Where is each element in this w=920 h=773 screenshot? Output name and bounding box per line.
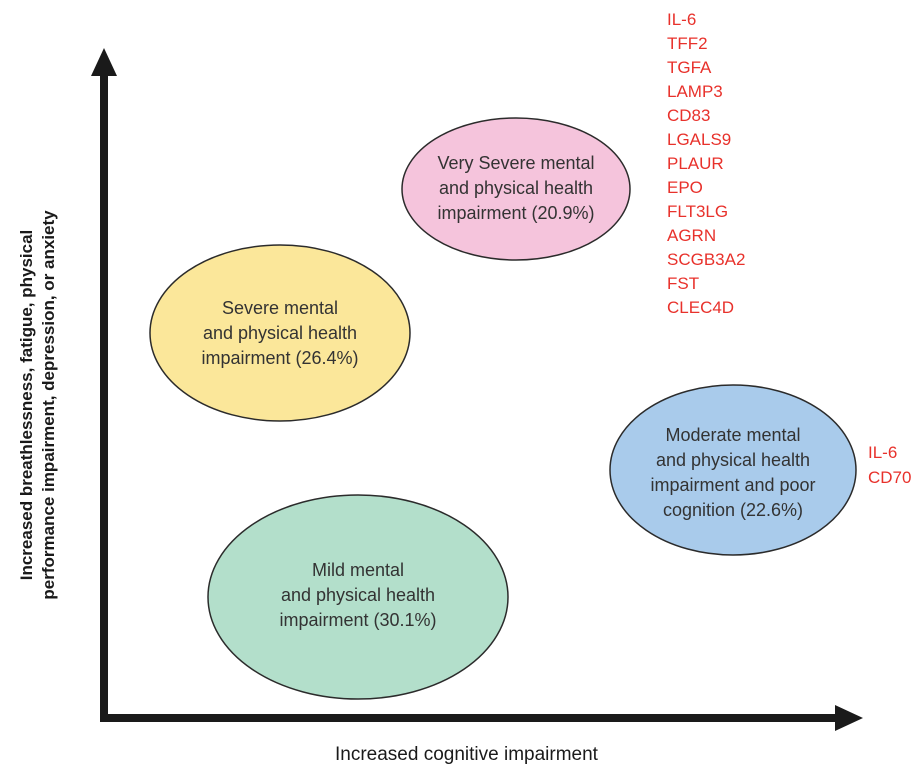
cluster-label-line: impairment and poor — [650, 475, 815, 495]
cluster-moderate-ellipse — [609, 384, 857, 556]
cluster-severe: Severe mental and physical health impair… — [149, 244, 411, 422]
marker-item: CD70 — [868, 468, 911, 487]
marker-item: LAMP3 — [667, 82, 723, 101]
axes — [91, 48, 863, 731]
y-axis-label-line: performance impairment, depression, or a… — [39, 210, 58, 600]
marker-item: SCGB3A2 — [667, 250, 745, 269]
marker-item: IL-6 — [667, 10, 696, 29]
y-axis-arrowhead — [91, 48, 117, 76]
y-axis-label: Increased breathlessness, fatigue, physi… — [17, 210, 58, 600]
marker-list-moderate: IL-6 CD70 — [868, 443, 911, 487]
cluster-label-line: impairment (26.4%) — [201, 348, 358, 368]
cluster-label-line: cognition (22.6%) — [663, 500, 803, 520]
cluster-label-line: Severe mental — [222, 298, 338, 318]
marker-item: PLAUR — [667, 154, 724, 173]
marker-list-very-severe: IL-6 TFF2 TGFA LAMP3 CD83 LGALS9 PLAUR E… — [667, 10, 745, 317]
marker-item: FLT3LG — [667, 202, 728, 221]
cluster-very-severe: Very Severe mental and physical health i… — [401, 117, 631, 261]
cluster-label-line: impairment (20.9%) — [437, 203, 594, 223]
cluster-label-line: impairment (30.1%) — [279, 610, 436, 630]
marker-item: CLEC4D — [667, 298, 734, 317]
cluster-very-severe-ellipse — [401, 117, 631, 261]
marker-item: LGALS9 — [667, 130, 731, 149]
cluster-label-line: and physical health — [656, 450, 810, 470]
cluster-mild-ellipse — [207, 494, 509, 700]
marker-item: EPO — [667, 178, 703, 197]
cluster-moderate: Moderate mental and physical health impa… — [609, 384, 857, 556]
cluster-label-line: Mild mental — [312, 560, 404, 580]
marker-item: FST — [667, 274, 699, 293]
marker-item: CD83 — [667, 106, 710, 125]
x-axis-arrowhead — [835, 705, 863, 731]
cluster-label-line: and physical health — [281, 585, 435, 605]
cluster-label-line: and physical health — [439, 178, 593, 198]
x-axis-label: Increased cognitive impairment — [335, 744, 599, 765]
y-axis-label-line: Increased breathlessness, fatigue, physi… — [17, 230, 36, 581]
cluster-label-line: Moderate mental — [665, 425, 800, 445]
marker-item: AGRN — [667, 226, 716, 245]
cluster-label-line: Very Severe mental — [437, 153, 594, 173]
marker-item: TFF2 — [667, 34, 708, 53]
marker-item: TGFA — [667, 58, 712, 77]
cluster-label-line: and physical health — [203, 323, 357, 343]
cluster-mild: Mild mental and physical health impairme… — [207, 494, 509, 700]
cluster-severe-ellipse — [149, 244, 411, 422]
marker-item: IL-6 — [868, 443, 897, 462]
